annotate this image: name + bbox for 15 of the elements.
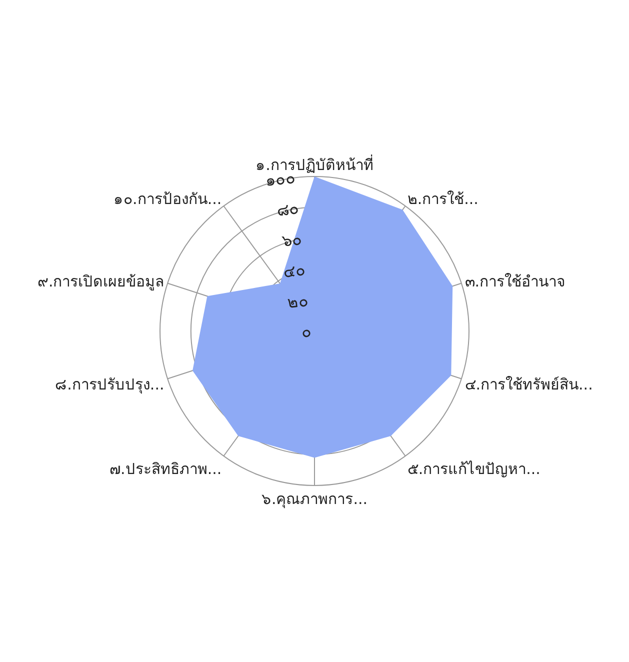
y-tick-label: ๒๐: [286, 290, 310, 312]
y-tick-label: ๔๐: [282, 260, 306, 282]
spoke-label: ๑๐.การป้องกัน...: [114, 190, 222, 208]
y-tick-label: ๐: [300, 322, 313, 342]
y-tick-label: ๖๐: [281, 229, 303, 250]
spoke-label: ๓.การใช้อำนาจ: [464, 272, 566, 290]
spoke-label: ๗.ประสิทธิภาพ...: [110, 460, 222, 478]
spoke-label: ๘.การปรับปรุง...: [55, 375, 164, 394]
y-tick-label: ๘๐: [276, 198, 300, 220]
spoke-label: ๑.การปฏิบัติหน้าที่: [256, 154, 374, 174]
spoke-label: ๖.คุณภาพการ...: [261, 490, 368, 509]
spoke-label: ๕.การแก้ไขปัญหา...: [407, 460, 540, 478]
spoke-label: ๒.การใช้...: [407, 190, 478, 208]
spoke-label: ๙.การเปิดเผยข้อมูล: [37, 272, 164, 290]
spoke-label: ๔.การใช้ทรัพย์สิน...: [464, 375, 593, 394]
